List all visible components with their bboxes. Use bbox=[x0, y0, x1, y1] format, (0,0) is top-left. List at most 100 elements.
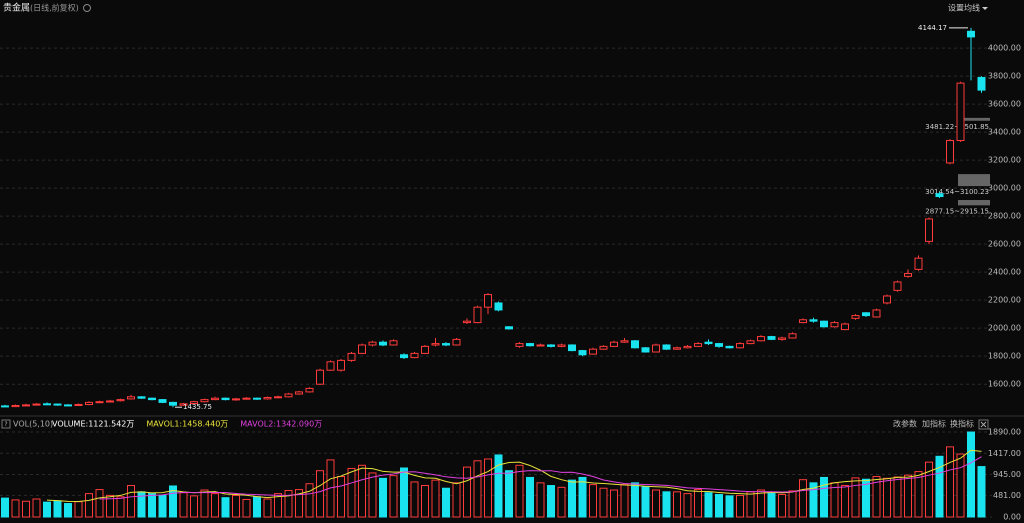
candle-body bbox=[358, 344, 366, 354]
candle-body bbox=[893, 281, 902, 291]
toolbar-button[interactable]: 改参数 bbox=[893, 419, 917, 429]
candle-body bbox=[662, 344, 671, 350]
candle-body bbox=[326, 361, 335, 371]
candle-body bbox=[599, 345, 608, 350]
volume-bar bbox=[851, 477, 860, 518]
volume-bar bbox=[631, 482, 639, 518]
volume-bar bbox=[956, 453, 965, 518]
volume-bar bbox=[767, 492, 776, 518]
y-tick-label: 2400.00 bbox=[988, 268, 1021, 277]
candle-body bbox=[820, 320, 828, 328]
volume-bar bbox=[694, 489, 702, 518]
settings-button[interactable]: 设置均线 bbox=[948, 3, 980, 13]
candle-body bbox=[746, 340, 755, 345]
close-icon[interactable] bbox=[980, 421, 987, 428]
y-tick-label: 3800.00 bbox=[988, 72, 1021, 81]
volume-bar bbox=[967, 431, 975, 518]
candle-body bbox=[221, 397, 230, 401]
gap-band bbox=[958, 200, 990, 206]
candle-body bbox=[704, 341, 713, 345]
volume-bar bbox=[557, 486, 566, 518]
candle-body bbox=[956, 82, 965, 142]
volume-bar bbox=[715, 494, 723, 518]
volume-bar bbox=[568, 479, 576, 518]
volume-bar bbox=[620, 484, 629, 518]
candle-body bbox=[95, 401, 104, 404]
volume-bar bbox=[704, 492, 713, 518]
y-tick-label: 2200.00 bbox=[988, 296, 1021, 305]
settings-icon[interactable] bbox=[83, 4, 91, 12]
candle-body bbox=[190, 401, 198, 405]
candle-body bbox=[652, 344, 660, 353]
candle-body bbox=[64, 404, 72, 407]
candle-body bbox=[347, 352, 356, 361]
candle-body bbox=[295, 391, 303, 395]
volume-bar bbox=[295, 489, 303, 518]
candle-body bbox=[872, 309, 881, 318]
gap-label: 2877.15~2915.15 bbox=[925, 207, 989, 215]
volume-bar bbox=[316, 470, 324, 518]
toolbar-button[interactable]: 换指标 bbox=[950, 419, 974, 429]
close-box[interactable] bbox=[978, 419, 989, 430]
candle-body bbox=[547, 344, 555, 347]
y-tick-label: 2600.00 bbox=[988, 240, 1021, 249]
volume-bar bbox=[274, 493, 282, 518]
candle-body bbox=[22, 404, 30, 407]
y-tick-label: 2000.00 bbox=[988, 324, 1021, 333]
y-tick-label: 3200.00 bbox=[988, 156, 1021, 165]
candle-body bbox=[53, 403, 62, 406]
volume-bar bbox=[253, 496, 261, 518]
candle-body bbox=[337, 359, 345, 371]
volume-bar bbox=[904, 474, 912, 518]
volume-bar bbox=[179, 492, 188, 518]
y-tick-label: 4000.00 bbox=[988, 44, 1021, 53]
candle-body bbox=[673, 347, 681, 350]
y-tick-label: 1417.00 bbox=[988, 449, 1021, 458]
volume-bar bbox=[673, 491, 681, 518]
volume-bar bbox=[368, 472, 377, 518]
volume-bar bbox=[127, 485, 135, 518]
volume-bar bbox=[578, 476, 587, 518]
candle-body bbox=[809, 319, 818, 322]
volume-bar bbox=[1, 497, 9, 518]
volume-bar bbox=[526, 476, 534, 518]
help-box[interactable] bbox=[1, 419, 11, 429]
candle-body bbox=[757, 336, 765, 342]
volume-bar bbox=[95, 489, 104, 518]
candle-body bbox=[851, 315, 860, 319]
volume-bar bbox=[883, 477, 891, 518]
candle-body bbox=[389, 340, 398, 346]
volume-bar bbox=[11, 499, 20, 518]
candle-body bbox=[631, 340, 639, 349]
candle-body bbox=[935, 193, 944, 198]
volume-bar bbox=[106, 494, 114, 518]
y-tick-label: 3600.00 bbox=[988, 100, 1021, 109]
volume-bar bbox=[652, 489, 660, 518]
gap-band bbox=[958, 117, 990, 121]
volume-bar bbox=[169, 485, 177, 518]
volume-bar bbox=[22, 500, 30, 518]
volume-bar bbox=[946, 446, 954, 518]
candle-body bbox=[557, 344, 566, 347]
candle-body bbox=[148, 397, 156, 401]
gap-band bbox=[958, 174, 990, 187]
volume-bar bbox=[872, 476, 881, 518]
volume-bar bbox=[589, 484, 597, 518]
candle-body bbox=[977, 77, 986, 91]
toolbar-button[interactable]: 加指标 bbox=[922, 419, 946, 429]
help-icon[interactable]: ? bbox=[4, 421, 7, 428]
y-tick-label: 481.00 bbox=[993, 491, 1021, 500]
volume-bar bbox=[284, 489, 293, 518]
volume-bar bbox=[410, 481, 419, 518]
candle-body bbox=[316, 369, 324, 385]
candle-body bbox=[85, 401, 93, 405]
volume-bar bbox=[494, 454, 503, 518]
gap-label: 3014.54~3100.23 bbox=[925, 188, 989, 196]
volume-bar bbox=[463, 466, 471, 518]
volume-bar bbox=[389, 475, 398, 518]
candle-body bbox=[43, 403, 51, 406]
dropdown-arrow[interactable] bbox=[982, 7, 988, 10]
volume-bar bbox=[862, 478, 870, 518]
volume-bar bbox=[305, 483, 314, 518]
